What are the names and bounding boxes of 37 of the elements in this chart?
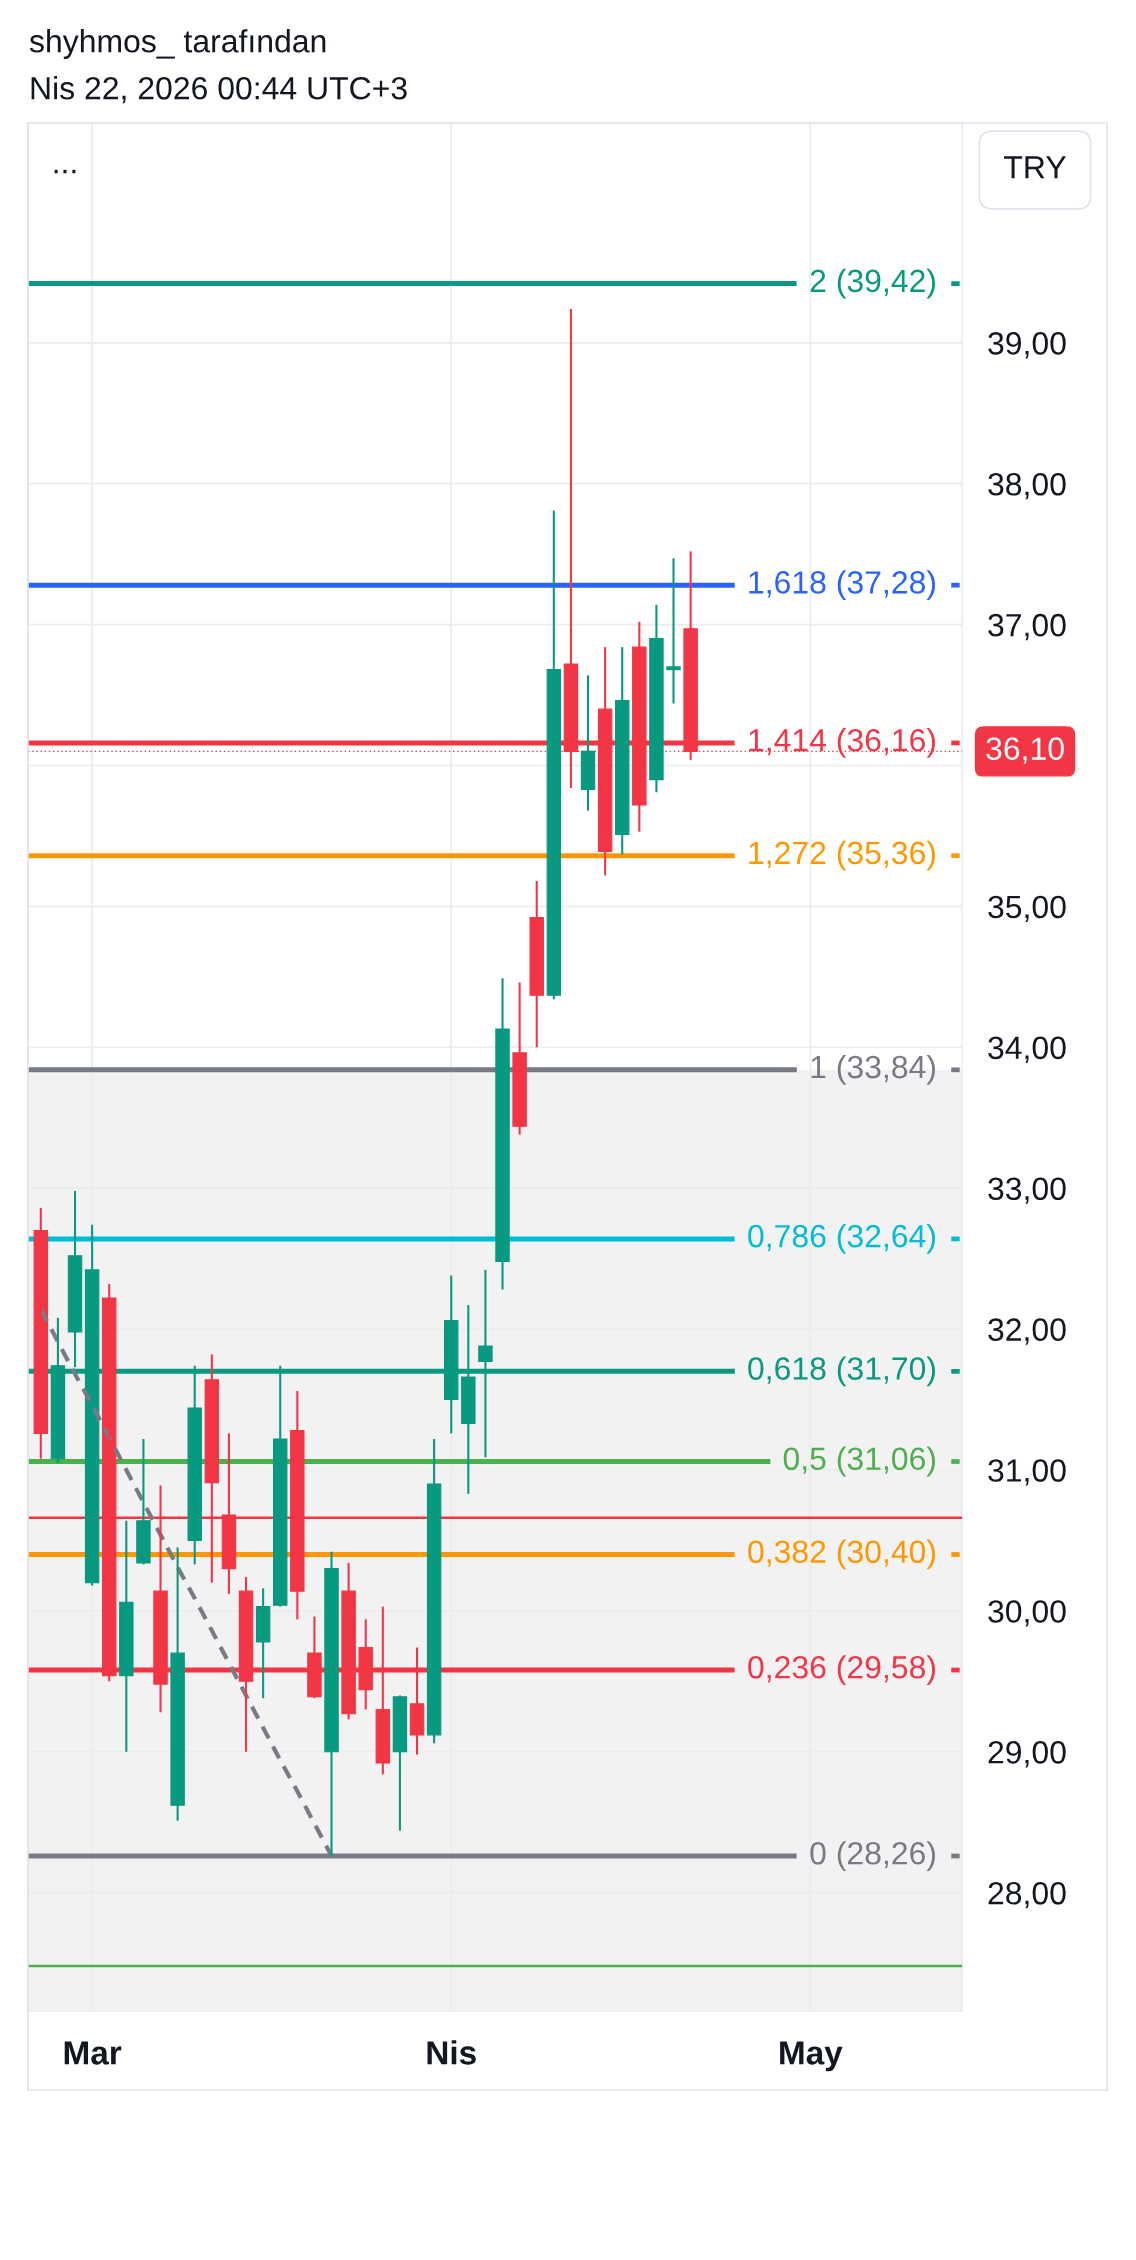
ref-line-label: 0 (28,26) [810,1841,935,1871]
y-tick-label: 29,00 [988,1741,1066,1768]
y-tick-label: 35,00 [988,895,1066,923]
ref-line-label: 1,272 (35,36) [749,840,936,871]
y-tick-label: 39,00 [988,332,1066,359]
ref-line-label: 1,414 (36,16) [749,728,936,758]
ref-line-label: 0,5 (31,06) [783,1446,935,1477]
x-tick-label: Nis [427,2040,476,2065]
x-tick-label: May [780,2041,843,2072]
y-tick-label: 28,00 [988,1881,1066,1909]
candlestick [136,1437,151,1566]
ref-line-label: 0,382 (30,40) [748,1539,936,1570]
chart-subtitle: Nis 22, 2026 00:44 UTC+3 [31,76,407,104]
annotation: ... [54,169,76,174]
y-axis-title: TRY [1004,156,1066,179]
candlestick [119,1519,134,1753]
ref-line-label: 36,10 [986,737,1064,764]
y-tick-label: 37,00 [988,613,1066,641]
candlestick [529,879,544,1049]
ref-line-label: 0,236 (29,58) [748,1655,936,1685]
ref-line-label: 2 (39,42) [810,268,935,299]
y-tick-label: 31,00 [988,1459,1066,1486]
y-tick-label: 38,00 [988,472,1066,500]
y-tick-label: 30,00 [988,1600,1066,1627]
candlestick [614,646,630,856]
candlestick [512,981,527,1136]
y-tick-label: 33,00 [988,1177,1066,1204]
chart-title: shyhmos_ tarafından [29,29,326,59]
candlestick [649,603,664,794]
ref-line-label: 1 (33,84) [811,1054,935,1085]
y-tick-label: 34,00 [988,1036,1066,1063]
ref-line-label: 0,618 (31,70) [748,1356,936,1387]
x-tick-label: Mar [64,2041,122,2065]
ref-line-label: 1,618 (37,28) [749,570,936,601]
ref-line-label: 0,786 (32,64) [748,1224,936,1254]
y-tick-label: 32,00 [988,1318,1066,1345]
candlestick [170,1546,185,1822]
